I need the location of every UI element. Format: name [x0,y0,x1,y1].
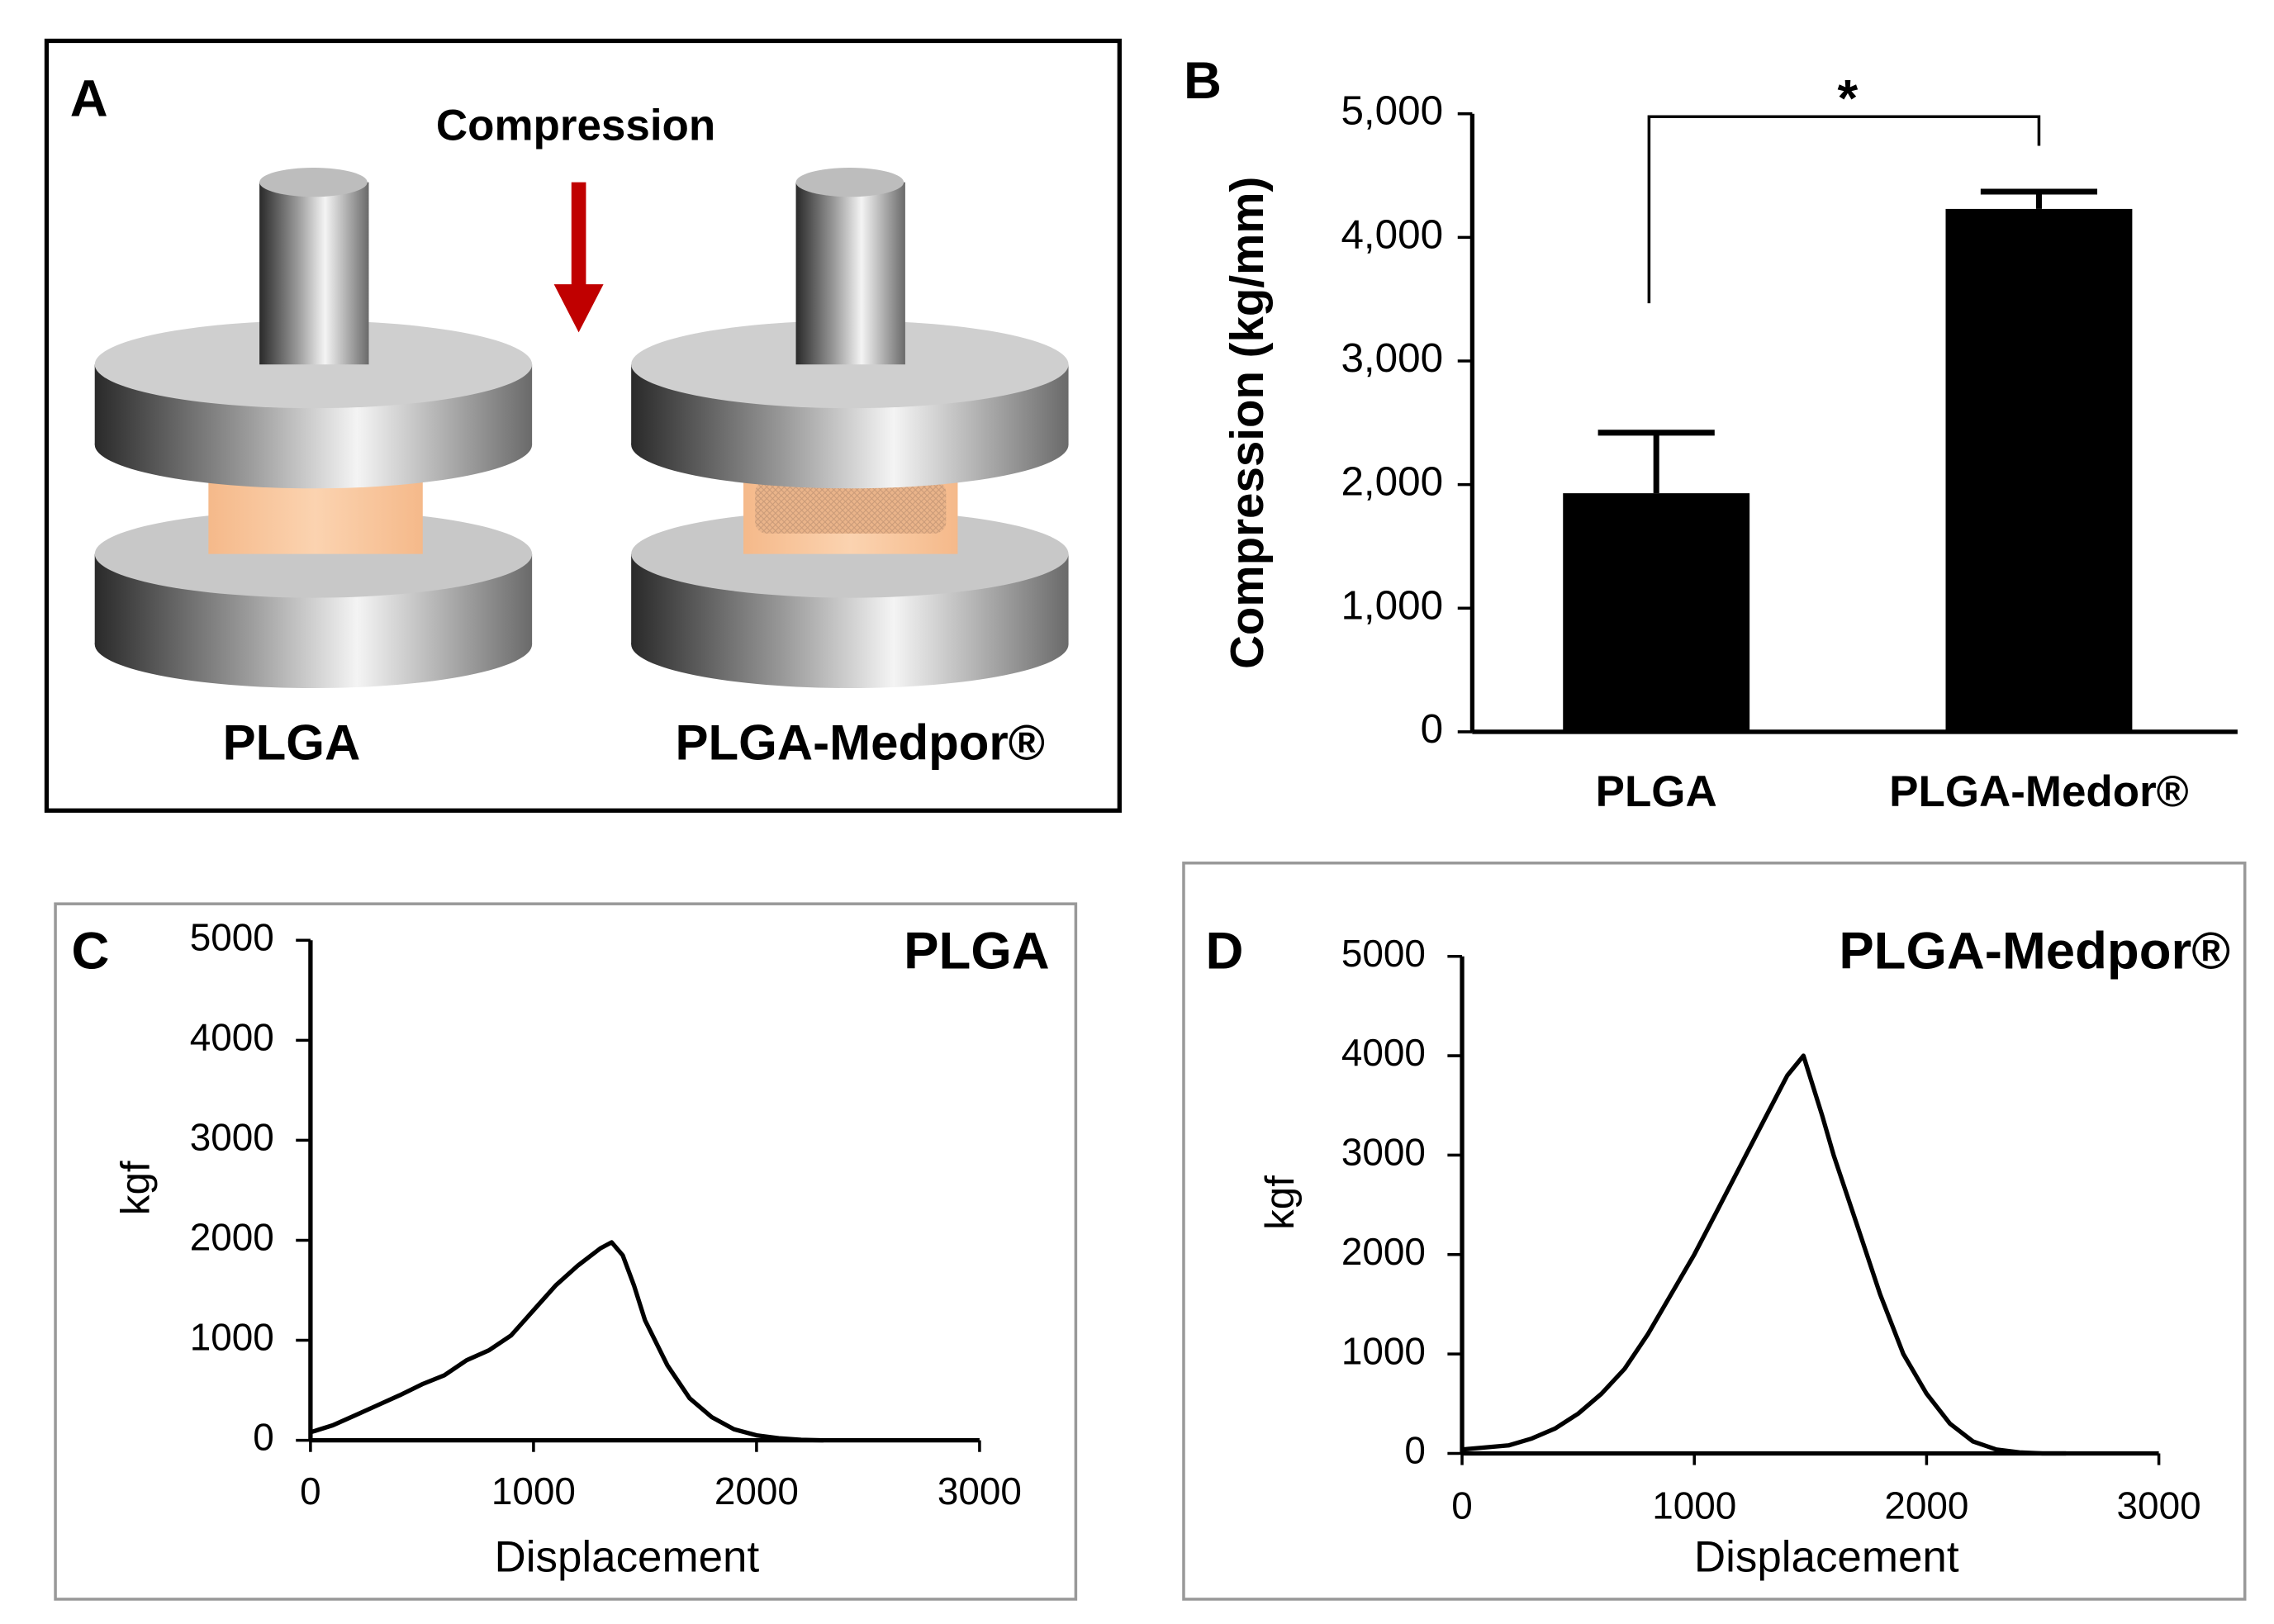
significance-bracket [1647,115,2041,304]
x-tick-label: 0 [300,1470,321,1512]
y-tick-label: 2000 [1341,1230,1426,1273]
x-tick-label: 2000 [1884,1484,1968,1527]
y-tick-label: 2000 [190,1216,274,1259]
x-axis-label: Displacement [1694,1532,1959,1581]
y-tick-label: 3000 [1341,1131,1426,1174]
y-tick-label: 3,000 [1341,335,1443,381]
panel-frame [1182,862,2247,1601]
y-tick-label: 4000 [190,1015,274,1058]
y-axis-label: kgf [1257,1175,1303,1230]
annotation: * [1837,69,1858,127]
x-tick-label: 3000 [938,1470,1022,1512]
y-tick-label: 0 [1404,1429,1426,1472]
y-tick-label: 5,000 [1341,88,1443,134]
x-tick-label: 1000 [1652,1484,1736,1527]
x-tick-label: 3000 [2117,1484,2201,1527]
x-tick-label: PLGA-Medor® [1889,767,2189,816]
y-axis-label: Compression (kg/mm) [1221,177,1273,669]
chart-title: PLGA [904,922,1049,981]
x-tick-label: 2000 [714,1470,799,1512]
y-tick-label: 0 [1421,706,1443,752]
panel-label: B [1184,51,1222,110]
x-tick-label: 0 [1451,1484,1473,1527]
bar [1945,208,2133,732]
y-tick-label: 1000 [1341,1329,1426,1372]
y-tick-label: 4000 [1341,1031,1426,1074]
error-bar [1980,188,2098,209]
error-bar [1597,430,1715,494]
x-tick-label: PLGA [1596,767,1717,816]
y-tick-label: 5000 [190,915,274,958]
y-tick-label: 1,000 [1341,582,1443,628]
y-axis-label: kgf [113,1161,159,1215]
sample-label: PLGA [223,715,361,770]
chart-title: PLGA-Medpor® [1839,922,2230,981]
x-tick-label: 1000 [491,1470,576,1512]
panel-label: A [70,69,108,127]
panel-frame [54,902,1078,1601]
y-tick-label: 5000 [1341,932,1426,975]
x-axis-label: Displacement [494,1532,759,1581]
bar [1563,493,1750,732]
press-right [631,167,1069,688]
y-tick-label: 3000 [190,1116,274,1159]
panel-label: C [71,922,109,981]
sample-label: PLGA-Medpor® [675,715,1045,770]
arrow-label: Compression [436,101,715,150]
arrow [553,182,604,333]
panel-label: D [1205,922,1243,981]
press-left [94,167,533,688]
line [310,1240,824,1443]
line [1461,1053,2067,1456]
y-tick-label: 0 [253,1416,274,1459]
y-tick-label: 1000 [190,1316,274,1359]
y-tick-label: 2,000 [1341,459,1443,505]
y-tick-label: 4,000 [1341,211,1443,257]
